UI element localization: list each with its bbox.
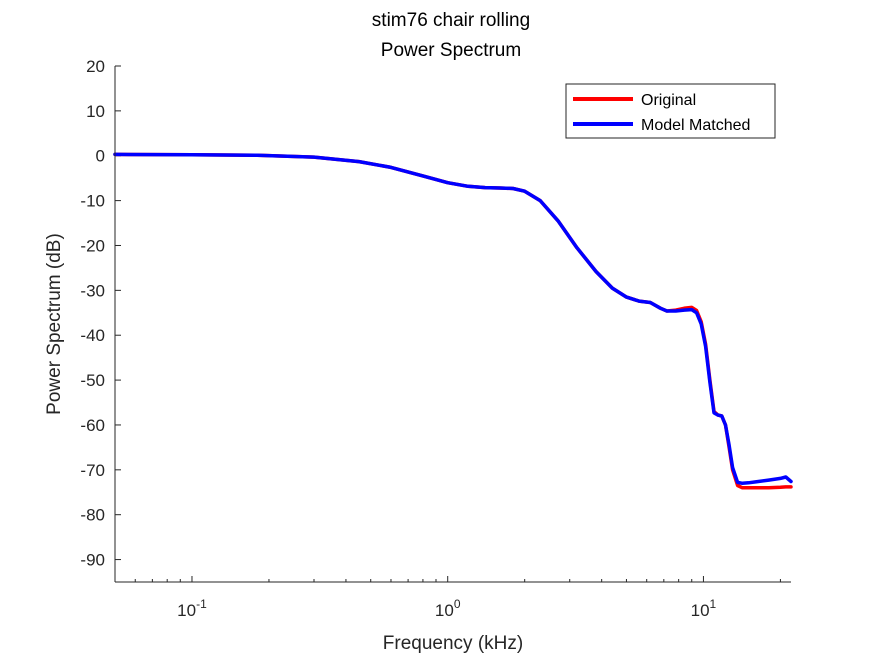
- x-axis-label: Frequency (kHz): [383, 633, 523, 654]
- y-tick-label: -70: [80, 461, 105, 480]
- y-tick-label: 0: [96, 147, 105, 166]
- y-tick-label: 20: [86, 57, 105, 76]
- y-tick-label: -50: [80, 371, 105, 390]
- legend-box: [565, 83, 776, 139]
- y-tick-label: -40: [80, 326, 105, 345]
- chart-title: stim76 chair rolling: [372, 10, 530, 31]
- x-tick-label: 101: [691, 597, 717, 620]
- x-tick-label: 10-1: [177, 597, 207, 620]
- y-axis-label: Power Spectrum (dB): [44, 233, 65, 415]
- series-line-model-matched: [113, 152, 793, 486]
- y-tick-label: -30: [80, 281, 105, 300]
- series-layer: [113, 152, 793, 490]
- legend-original-label: Original: [641, 92, 696, 109]
- y-tick-label: 10: [86, 102, 105, 121]
- x-axis-ticks: 10-1 100 101: [114, 576, 781, 620]
- x-tick-label: 100: [435, 597, 461, 620]
- y-tick-label: -90: [80, 551, 105, 570]
- legend: Original Model Matched: [565, 83, 776, 139]
- y-tick-label: -60: [80, 416, 105, 435]
- y-tick-label: -10: [80, 192, 105, 211]
- y-tick-label: -80: [80, 506, 105, 525]
- y-axis-ticks: 20 10 0 -10 -20 -30 -40 -50 -60 -70 -80 -90: [80, 57, 121, 570]
- chart-subtitle: Power Spectrum: [381, 40, 521, 61]
- y-tick-label: -20: [80, 236, 105, 255]
- legend-model-matched-label: Model Matched: [641, 117, 750, 134]
